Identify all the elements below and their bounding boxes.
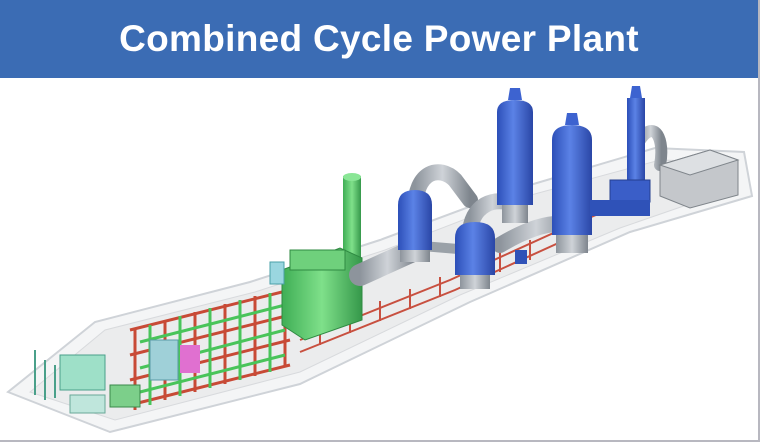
vessels-part [565, 113, 579, 125]
steam-structure-part [59, 354, 106, 391]
plant-illustration [6, 86, 754, 434]
title-banner: Combined Cycle Power Plant [0, 0, 758, 78]
vessels-part [630, 86, 642, 98]
steam-structure [34, 288, 291, 414]
vessels-part [400, 250, 430, 262]
vessels [398, 86, 651, 289]
hrsg-part [343, 173, 361, 181]
vessels-part [556, 235, 588, 253]
vessels-part [515, 250, 527, 264]
vessels-part [460, 275, 490, 289]
vessels-part [502, 205, 528, 223]
vessels-part [497, 100, 533, 205]
slide-title: Combined Cycle Power Plant [119, 18, 639, 59]
vessels-part [590, 200, 650, 216]
vessels-part [627, 98, 645, 180]
hrsg-part [343, 176, 361, 266]
steam-structure-part [180, 345, 200, 373]
hrsg-part [289, 249, 346, 271]
steam-structure-part [149, 339, 179, 381]
hrsg-part [281, 247, 363, 341]
steam-structure-part [34, 350, 56, 400]
pipe-rack-part [299, 239, 566, 353]
building-part [658, 149, 740, 176]
steam-structure-part [69, 394, 106, 414]
vessels-part [609, 179, 651, 203]
vessels-part [508, 88, 522, 100]
building [658, 149, 740, 209]
vessels-part [552, 125, 592, 235]
vessels-part [398, 190, 432, 250]
hrsg [269, 173, 363, 341]
hrsg-part [269, 261, 285, 285]
steam-structure-part [109, 384, 141, 408]
vessels-part [455, 222, 495, 275]
